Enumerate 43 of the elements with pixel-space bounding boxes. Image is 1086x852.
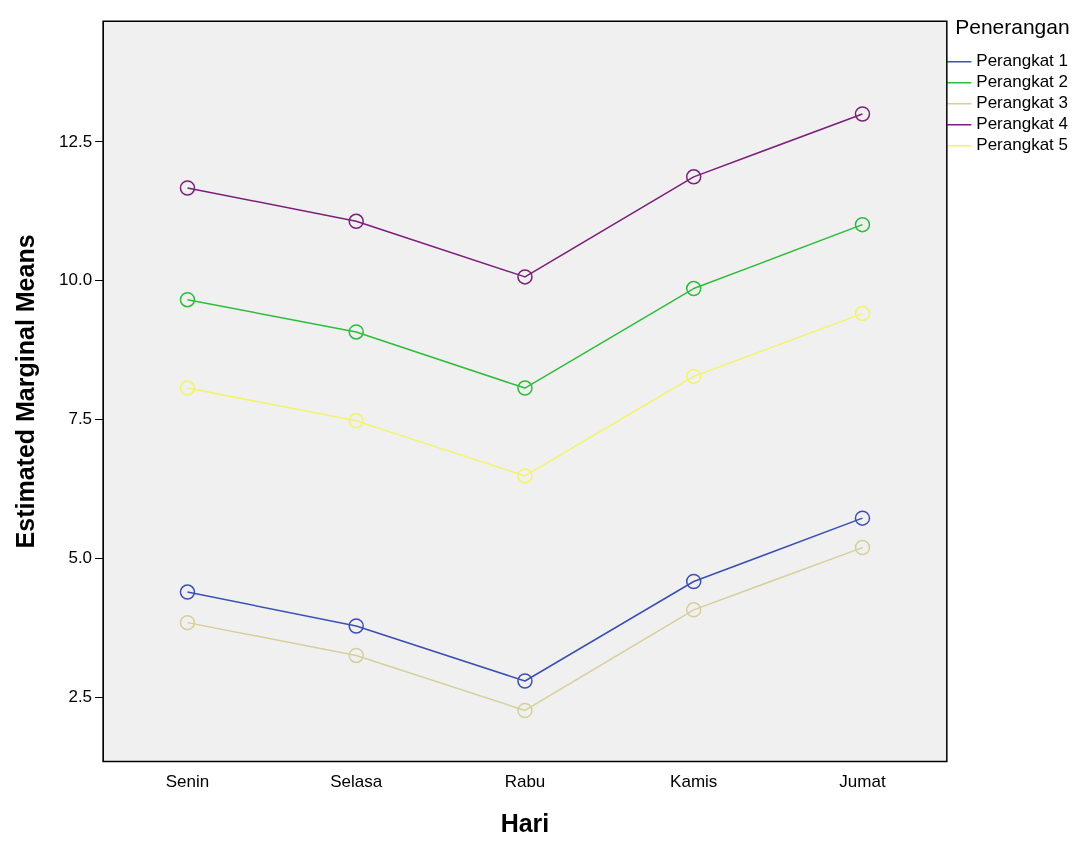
point [348,647,364,664]
y-tick-label: 7.5 [68,409,93,429]
y-tick-label: 12.5 [58,131,93,151]
point [348,413,364,429]
y-tick-label: 10.0 [58,270,93,290]
point [179,380,196,396]
legend-label: Perangkat 4 [976,114,1069,134]
legend-label: Perangkat 2 [976,72,1069,92]
x-tick-label: Senin [165,772,210,792]
point [179,180,196,196]
point [348,618,364,634]
point [685,602,702,618]
point [179,614,196,631]
point [685,573,702,590]
point [854,305,871,322]
point [517,673,533,689]
y-axis-title: Estimated Marginal Means [10,234,39,549]
point [517,702,533,719]
point [179,584,196,600]
point [685,280,702,297]
point [179,291,196,308]
x-axis-title: Hari [500,808,550,837]
point [517,269,533,285]
legend-label: Perangkat 3 [976,93,1069,113]
x-tick-label: Kamis [670,772,718,792]
point [348,213,364,230]
point [517,380,533,396]
point [854,539,871,556]
y-tick-label: 2.5 [68,687,93,707]
x-tick-label: Selasa [330,772,383,792]
point [348,324,364,340]
point [854,216,871,233]
point [517,468,533,484]
legend-label: Perangkat 5 [976,135,1069,155]
point [854,106,871,122]
y-tick-label: 5.0 [68,548,93,568]
x-tick-label: Jumat [839,772,886,792]
legend-label: Perangkat 1 [976,51,1069,71]
point [685,368,702,385]
point [854,510,871,526]
point [685,169,702,185]
x-tick-label: Rabu [504,772,546,792]
legend-title: Penerangan [955,15,1070,39]
